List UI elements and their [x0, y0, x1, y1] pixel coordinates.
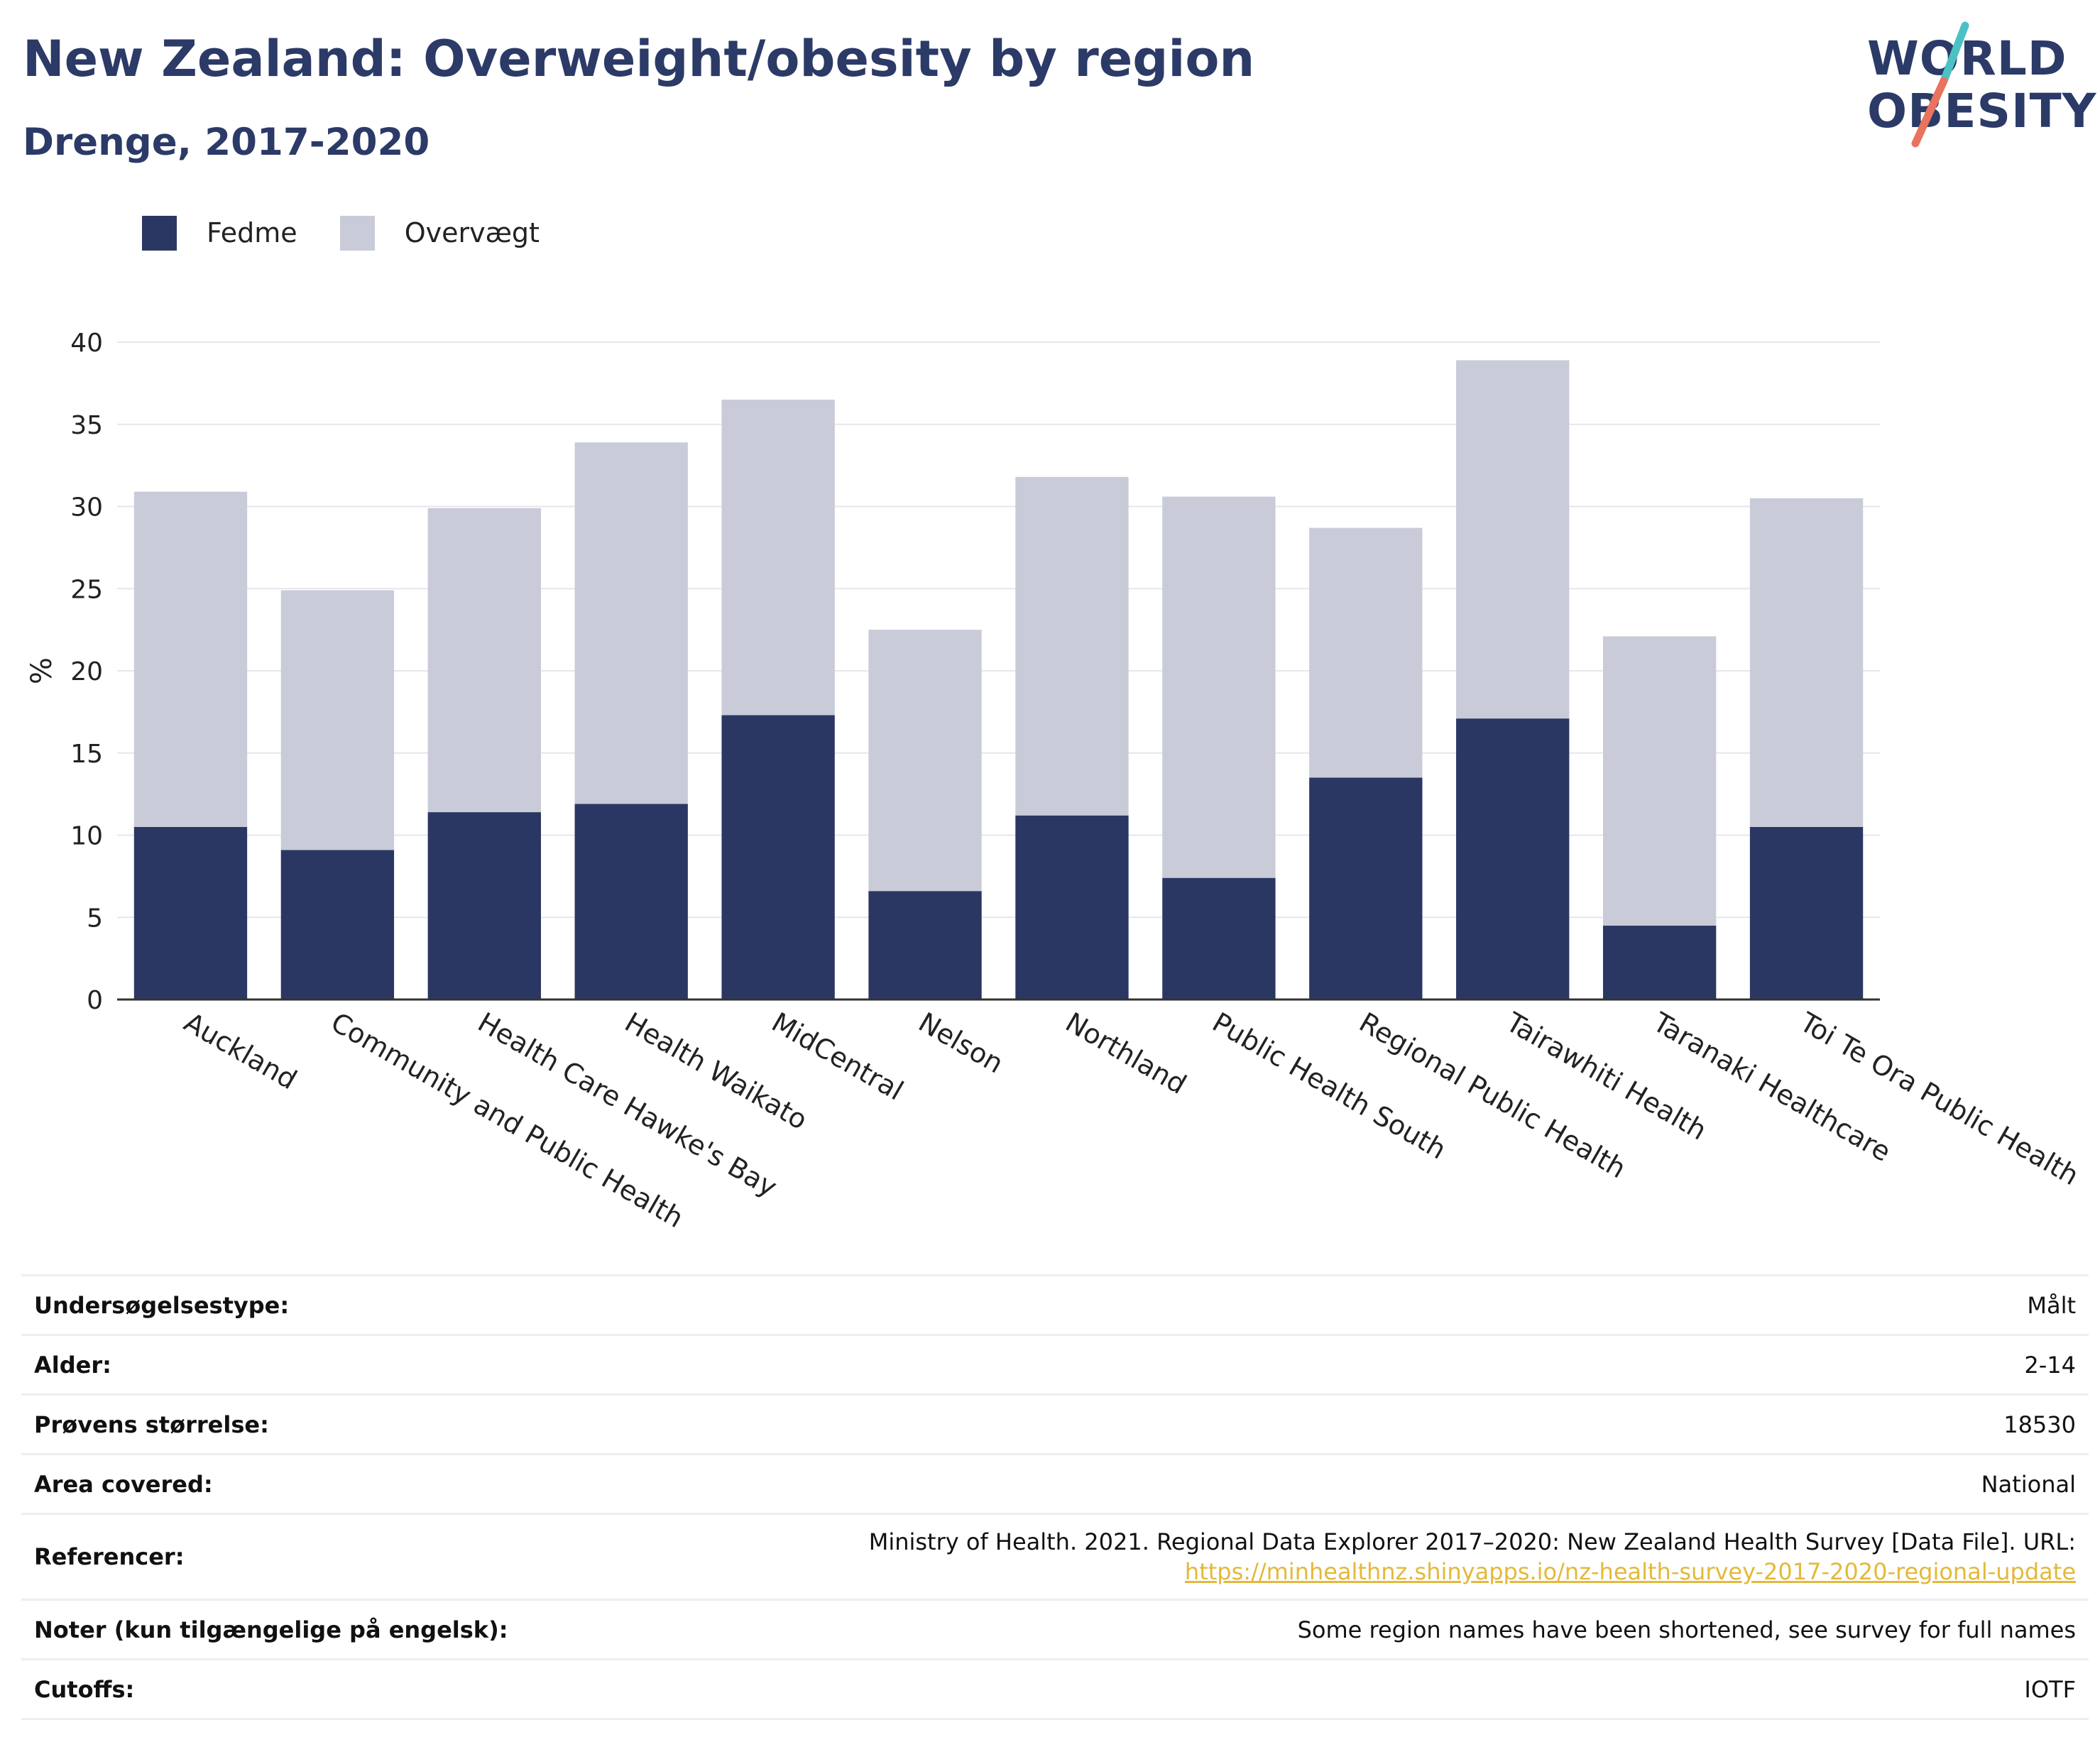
bar-overvaegt[interactable] — [280, 590, 395, 850]
chart-subtitle: Drenge, 2017-2020 — [23, 121, 430, 164]
legend-item-fedme[interactable]: Fedme — [142, 215, 297, 251]
bar-overvaegt[interactable] — [574, 442, 688, 804]
y-tick-label: 0 — [87, 986, 103, 1015]
bar-overvaegt[interactable] — [1456, 360, 1570, 719]
x-tick-label: Toi Te Ora Public Health — [1794, 1006, 2084, 1191]
y-tick-label: 40 — [70, 329, 103, 358]
info-label: Undersøgelsestype: — [34, 1291, 290, 1319]
legend-item-overvaegt[interactable]: Overvægt — [339, 215, 540, 251]
legend-swatch-overvaegt — [339, 215, 375, 251]
x-tick-label: MidCentral — [767, 1007, 909, 1107]
legend: Fedme Overvægt — [142, 212, 582, 254]
bar-overvaegt[interactable] — [1162, 496, 1276, 878]
bar-fedme[interactable] — [721, 715, 835, 1000]
legend-swatch-fedme — [142, 215, 177, 251]
bar-overvaegt[interactable] — [133, 491, 248, 827]
chart-title: New Zealand: Overweight/obesity by regio… — [23, 30, 1255, 88]
info-row-survey-type: Undersøgelsestype: Målt — [21, 1275, 2089, 1335]
x-tick-label: Auckland — [179, 1007, 302, 1096]
bar-fedme[interactable] — [1602, 925, 1717, 1000]
y-tick-label: 5 — [87, 904, 103, 933]
y-axis-label: % — [26, 657, 58, 684]
info-table: Undersøgelsestype: Målt Alder: 2-14 Prøv… — [21, 1274, 2089, 1720]
bar-overvaegt[interactable] — [1309, 527, 1423, 778]
info-value: Some region names have been shortened, s… — [1297, 1616, 2076, 1643]
x-tick-label: Nelson — [914, 1007, 1009, 1080]
y-tick-label: 30 — [70, 493, 103, 522]
bar-overvaegt[interactable] — [868, 630, 982, 892]
bar-fedme[interactable] — [1749, 826, 1864, 1000]
info-row-notes: Noter (kun tilgængelige på engelsk): Som… — [21, 1599, 2089, 1660]
info-label: Cutoffs: — [34, 1675, 135, 1703]
info-value: 2-14 — [2024, 1351, 2076, 1379]
bar-fedme[interactable] — [1162, 877, 1276, 1000]
reference-link[interactable]: https://minhealthnz.shinyapps.io/nz-heal… — [1184, 1558, 2076, 1585]
logo-slash-icon — [1911, 21, 1969, 148]
x-tick-label: Taranaki Healthcare — [1647, 1006, 1896, 1168]
legend-label-fedme: Fedme — [207, 217, 297, 248]
x-tick-label: Northland — [1060, 1007, 1191, 1100]
y-tick-label: 15 — [70, 740, 103, 769]
info-row-age: Alder: 2-14 — [21, 1335, 2089, 1395]
bar-overvaegt[interactable] — [1749, 498, 1864, 827]
info-row-sample-size: Prøvens størrelse: 18530 — [21, 1394, 2089, 1455]
legend-label-overvaegt: Overvægt — [404, 217, 540, 248]
info-row-references: Referencer: Ministry of Health. 2021. Re… — [21, 1513, 2089, 1600]
bar-overvaegt[interactable] — [1015, 476, 1129, 816]
bar-overvaegt[interactable] — [721, 400, 835, 716]
bar-fedme[interactable] — [574, 804, 688, 1000]
y-tick-label: 20 — [70, 657, 103, 686]
y-tick-label: 35 — [70, 411, 103, 440]
bar-fedme[interactable] — [133, 826, 248, 1000]
bar-overvaegt[interactable] — [427, 508, 541, 813]
world-obesity-logo: WORLD OBESITY — [1846, 21, 2096, 156]
info-value: IOTF — [2024, 1675, 2076, 1703]
y-tick-label: 25 — [70, 575, 103, 604]
info-label: Area covered: — [34, 1470, 213, 1498]
y-tick-label: 10 — [70, 822, 103, 851]
info-row-area-covered: Area covered: National — [21, 1454, 2089, 1514]
x-tick-label: Public Health South — [1207, 1007, 1451, 1166]
bar-fedme[interactable] — [427, 812, 541, 1000]
info-label: Referencer: — [34, 1543, 185, 1570]
bar-fedme[interactable] — [1456, 718, 1570, 1000]
bar-fedme[interactable] — [280, 850, 395, 1000]
x-tick-label: Regional Public Health — [1354, 1007, 1631, 1185]
info-value: Målt — [2027, 1291, 2076, 1319]
reference-text: Ministry of Health. 2021. Regional Data … — [868, 1528, 2076, 1555]
info-value: National — [1981, 1470, 2076, 1498]
logo-line-1: WORLD — [1867, 31, 2067, 86]
bar-fedme[interactable] — [1015, 815, 1129, 1000]
info-value: 18530 — [2003, 1411, 2076, 1438]
bar-overvaegt[interactable] — [1602, 636, 1717, 926]
info-label: Prøvens størrelse: — [34, 1411, 269, 1438]
info-label: Alder: — [34, 1351, 111, 1379]
info-label: Noter (kun tilgængelige på engelsk): — [34, 1616, 508, 1643]
info-row-cutoffs: Cutoffs: IOTF — [21, 1659, 2089, 1719]
bar-fedme[interactable] — [868, 891, 982, 1000]
logo-line-2: OBESITY — [1867, 84, 2097, 138]
info-value: Ministry of Health. 2021. Regional Data … — [618, 1514, 2089, 1600]
bar-fedme[interactable] — [1309, 777, 1423, 1000]
